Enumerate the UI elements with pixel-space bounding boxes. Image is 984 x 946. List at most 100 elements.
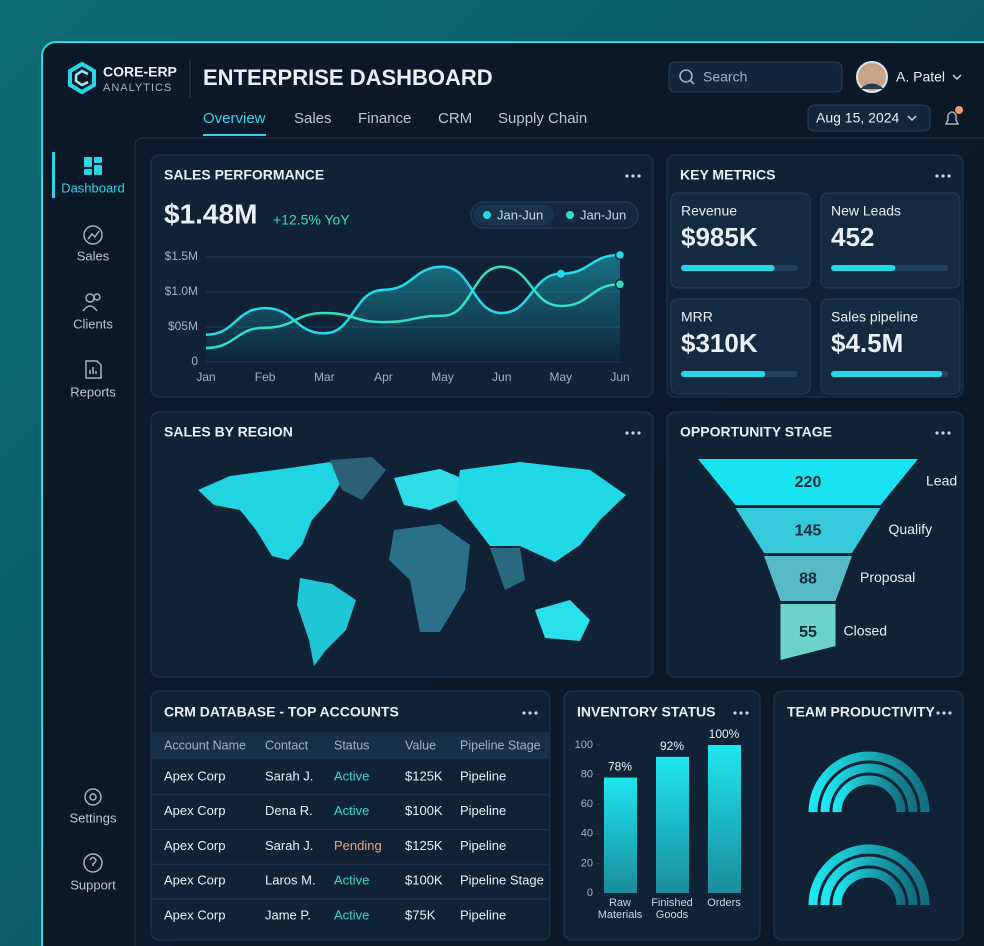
value-label: 92% xyxy=(660,739,684,753)
legend-label: Jan-Jun xyxy=(580,207,626,222)
more-icon xyxy=(941,431,945,435)
nav-item[interactable]: Reports xyxy=(70,384,116,399)
value-label: 100% xyxy=(709,727,740,741)
avatar[interactable] xyxy=(856,61,888,93)
funnel-segment xyxy=(764,556,852,601)
logo-mark xyxy=(74,69,89,87)
more-icon xyxy=(947,174,951,178)
card-title: SALES BY REGION xyxy=(164,424,293,440)
progress-bar xyxy=(831,265,896,271)
y-tick-label: 0 xyxy=(191,354,198,368)
x-tick-label: Feb xyxy=(255,370,276,384)
funnel-segment xyxy=(735,508,881,553)
bell[interactable] xyxy=(944,111,960,125)
legend-active[interactable] xyxy=(474,205,554,225)
y-tick-label: $1.5M xyxy=(165,249,198,263)
gauge-arc xyxy=(808,844,930,906)
table-cell: Apex Corp xyxy=(164,907,225,922)
table-cell: Laros M. xyxy=(265,873,316,888)
card-title: KEY METRICS xyxy=(680,167,775,183)
point xyxy=(614,279,626,290)
y-tick-label: 80 xyxy=(581,769,593,781)
metric-label: New Leads xyxy=(831,203,901,219)
more-icon xyxy=(935,431,939,435)
chevron xyxy=(952,74,962,81)
user-name[interactable]: A. Patel xyxy=(896,69,945,85)
x-tick-text: Raw Materials xyxy=(597,897,643,921)
more-icon xyxy=(522,711,526,715)
progress-bar xyxy=(681,371,766,377)
chevron xyxy=(907,115,917,122)
brand-sub: ANALYTICS xyxy=(103,82,172,94)
y-tick-label: 100 xyxy=(575,739,593,751)
bar xyxy=(604,777,637,893)
tab[interactable]: Sales xyxy=(294,110,332,127)
legend-label: Jan-Jun xyxy=(497,207,543,222)
metric-label: Sales pipeline xyxy=(831,309,918,325)
table-cell: Active xyxy=(334,768,369,783)
line xyxy=(205,265,621,350)
table-cell: Active xyxy=(334,873,369,888)
table-cell: $75K xyxy=(405,907,436,922)
metric-card xyxy=(670,192,811,289)
funnel-label: Closed xyxy=(844,623,888,639)
x-tick-label: May xyxy=(431,370,454,384)
table-cell: Pipeline xyxy=(460,907,506,922)
point xyxy=(556,269,565,278)
logo xyxy=(68,61,96,95)
card-title: CRM DATABASE - TOP ACCOUNTS xyxy=(164,704,399,720)
table-cell: Dena R. xyxy=(265,803,313,818)
funnel-value: 220 xyxy=(795,474,822,491)
table-cell: Sarah J. xyxy=(265,768,313,783)
y-tick-label: $05M xyxy=(168,319,198,333)
tab[interactable]: CRM xyxy=(438,110,472,127)
table-cell: Apex Corp xyxy=(164,873,225,888)
search-box[interactable] xyxy=(668,61,843,93)
column-header: Pipeline Stage xyxy=(460,738,541,752)
nav-item[interactable]: Settings xyxy=(70,810,117,825)
metric-label: Revenue xyxy=(681,203,737,219)
nav-item[interactable]: Sales xyxy=(77,248,110,263)
search-icon xyxy=(679,69,693,83)
nav-item[interactable]: Clients xyxy=(73,316,113,331)
funnel-value: 145 xyxy=(795,523,822,540)
date-picker[interactable] xyxy=(807,104,931,132)
table-cell: Apex Corp xyxy=(164,838,225,853)
bar xyxy=(708,745,741,893)
continent xyxy=(456,462,626,562)
card xyxy=(773,690,964,941)
x-tick-label: Jan xyxy=(196,370,215,384)
table-header xyxy=(152,732,549,759)
funnel-value: 88 xyxy=(799,571,817,588)
more-icon xyxy=(948,711,952,715)
funnel-value: 55 xyxy=(799,624,817,641)
table-cell: Pipeline xyxy=(460,768,506,783)
tab[interactable]: Finance xyxy=(358,110,411,127)
tab[interactable]: Overview xyxy=(203,110,266,127)
more-icon xyxy=(637,174,641,178)
more-icon xyxy=(941,174,945,178)
table-cell: Apex Corp xyxy=(164,803,225,818)
table-cell: Apex Corp xyxy=(164,768,225,783)
nav-item[interactable]: Dashboard xyxy=(61,180,125,195)
more-icon xyxy=(739,711,743,715)
x-tick-text: Finished Goods xyxy=(651,897,693,921)
x-tick-label: Mar xyxy=(314,370,335,384)
x-tick-label: Orders xyxy=(707,897,741,909)
y-tick-label: 40 xyxy=(581,828,593,840)
gauge-arc xyxy=(832,868,906,906)
page-title: ENTERPRISE DASHBOARD xyxy=(203,65,493,90)
legend-swatch xyxy=(566,211,574,219)
active-indicator xyxy=(52,152,55,198)
card-title: SALES PERFORMANCE xyxy=(164,167,324,183)
funnel-label: Qualify xyxy=(889,521,933,537)
metric-value: $310K xyxy=(681,328,758,358)
gauge-arc xyxy=(820,856,918,906)
table-cell: Jame P. xyxy=(265,907,311,922)
tab[interactable]: Supply Chain xyxy=(498,110,587,127)
nav-item[interactable]: Support xyxy=(70,877,116,892)
date: Aug 15, 2024 xyxy=(816,110,900,126)
continent xyxy=(330,457,386,500)
table-cell: Pipeline xyxy=(460,803,506,818)
